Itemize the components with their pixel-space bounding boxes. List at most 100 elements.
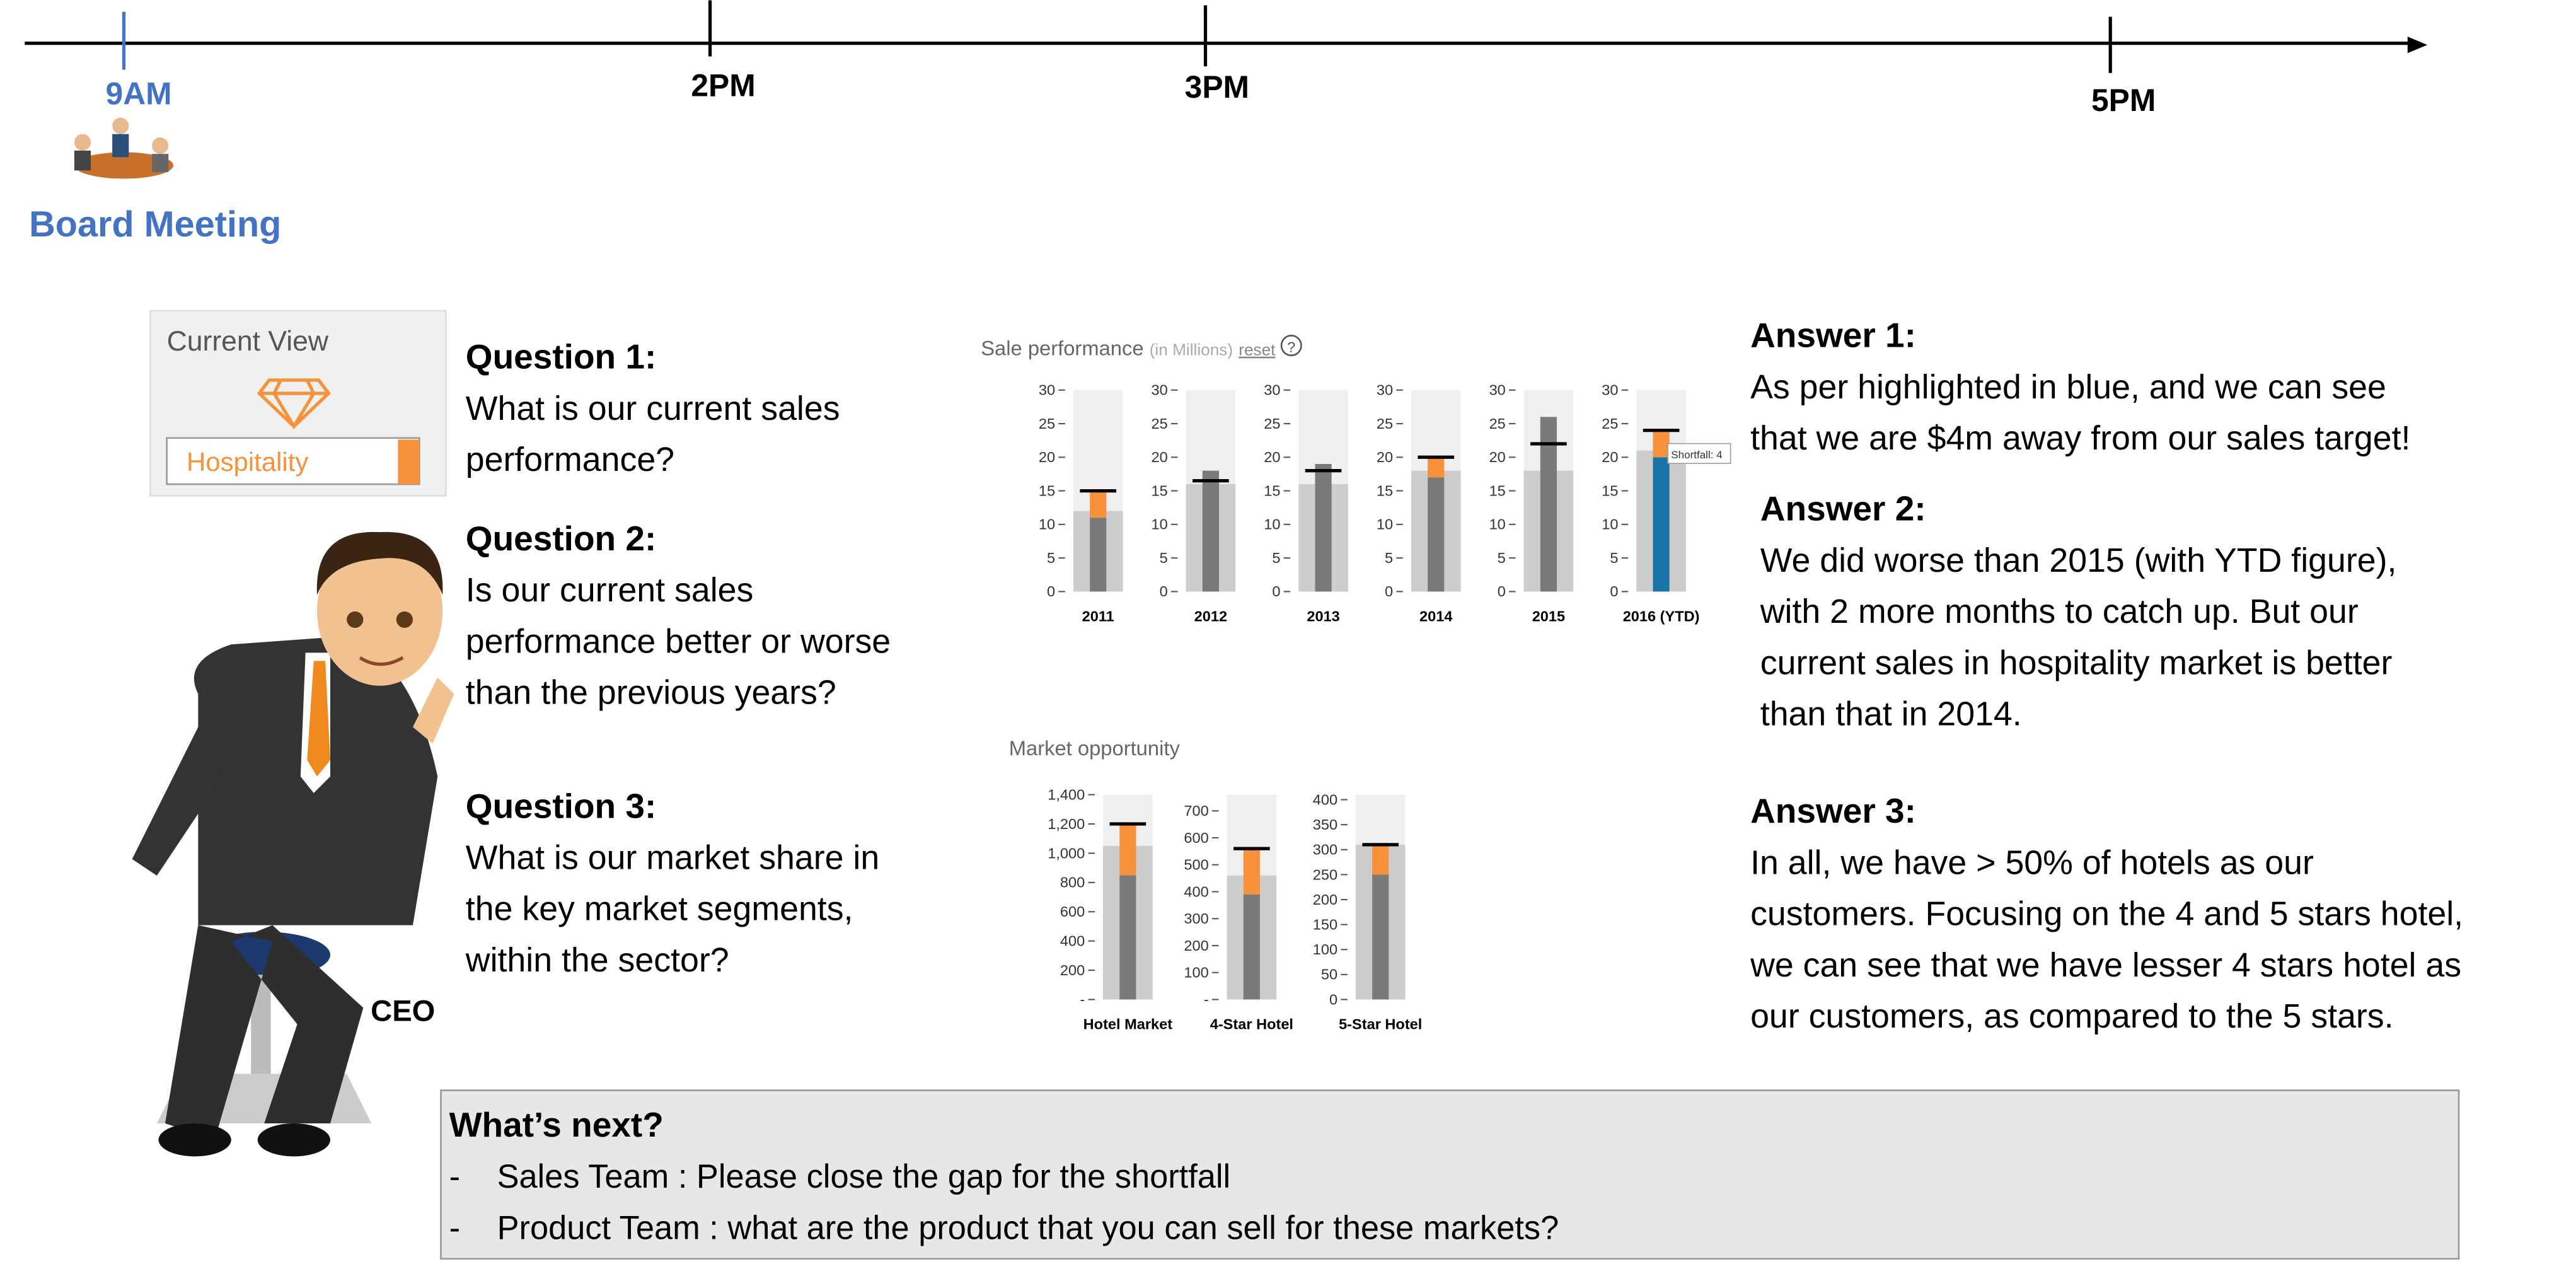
y-tick-label: 20 xyxy=(1152,449,1168,465)
y-tick-label: 5 xyxy=(1385,550,1393,566)
y-tick-label: 25 xyxy=(1039,415,1055,432)
y-tick-label: 30 xyxy=(1377,382,1393,398)
answer-title: Answer 3: xyxy=(1750,791,1916,830)
y-tick-label: 400 xyxy=(1060,933,1085,949)
shortfall-bar xyxy=(1243,849,1260,895)
y-tick-label: 10 xyxy=(1264,516,1280,533)
help-label: ? xyxy=(1287,339,1295,356)
actual-bar xyxy=(1119,875,1136,1000)
time-label: 9AM xyxy=(106,76,172,112)
x-category-label: 2015 xyxy=(1532,608,1565,625)
x-category-label: 2016 (YTD) xyxy=(1623,608,1700,625)
question-line: What is our current sales xyxy=(466,390,840,427)
diamond-icon xyxy=(257,378,331,430)
y-tick-label: 25 xyxy=(1602,415,1618,432)
actual-bar xyxy=(1653,457,1670,592)
y-tick-label: 100 xyxy=(1184,965,1208,981)
selection-handle xyxy=(398,439,420,485)
question-line: performance? xyxy=(466,441,674,478)
answer-line: As per highlighted in blue, and we can s… xyxy=(1750,368,2386,406)
y-tick-label: 50 xyxy=(1321,966,1337,983)
next-steps-box xyxy=(440,1089,2460,1260)
y-tick-label: 0 xyxy=(1610,583,1618,600)
y-tick-label: 5 xyxy=(1160,550,1168,566)
answer-line: customers. Focusing on the 4 and 5 stars… xyxy=(1750,895,2463,933)
y-tick-label: 300 xyxy=(1313,842,1337,858)
question-line: the key market segments, xyxy=(466,890,853,928)
y-tick-label: 600 xyxy=(1184,830,1208,846)
time-label: 2PM xyxy=(691,67,755,103)
tooltip-text: Shortfall: 4 xyxy=(1671,449,1722,461)
reset-link[interactable]: reset xyxy=(1239,340,1276,359)
answer-line: current sales in hospitality market is b… xyxy=(1760,644,2393,681)
y-tick-label: 10 xyxy=(1377,516,1393,533)
time-label: 5PM xyxy=(2091,83,2156,118)
next-step: Product Team : what are the product that… xyxy=(497,1210,1559,1246)
y-tick-label: 30 xyxy=(1489,382,1506,398)
y-tick-label: 5 xyxy=(1498,550,1506,566)
y-tick-label: 15 xyxy=(1264,482,1280,499)
selection-text: Hospitality xyxy=(187,447,308,477)
y-tick-label: 15 xyxy=(1039,482,1055,499)
y-tick-label: 1,000 xyxy=(1048,845,1085,861)
next-steps-title: What’s next? xyxy=(449,1105,664,1144)
question-line: performance better or worse xyxy=(466,622,891,660)
y-tick-label: 0 xyxy=(1047,583,1055,600)
answer-title: Answer 1: xyxy=(1750,316,1916,355)
chart-title: Market opportunity xyxy=(1009,736,1181,760)
help-icon[interactable] xyxy=(1280,334,1302,357)
y-tick-label: 25 xyxy=(1489,415,1506,432)
y-tick-label: - xyxy=(1204,991,1209,1007)
y-tick-label: 0 xyxy=(1272,583,1280,600)
bullet: - xyxy=(449,1159,460,1195)
y-tick-label: 250 xyxy=(1313,866,1337,883)
y-tick-label: 600 xyxy=(1060,903,1085,920)
y-tick-label: 30 xyxy=(1152,382,1168,398)
question-line: What is our market share in xyxy=(466,839,879,877)
y-tick-label: 15 xyxy=(1377,482,1393,499)
y-tick-label: 15 xyxy=(1152,482,1168,499)
y-tick-label: 20 xyxy=(1489,449,1506,465)
y-tick-label: 25 xyxy=(1264,415,1280,432)
actual-bar xyxy=(1202,470,1219,592)
y-tick-label: 10 xyxy=(1489,516,1506,533)
y-tick-label: 100 xyxy=(1313,941,1337,958)
y-tick-label: 200 xyxy=(1313,891,1337,908)
y-tick-label: 1,200 xyxy=(1048,816,1085,832)
y-tick-label: 400 xyxy=(1184,883,1208,900)
next-step: Sales Team : Please close the gap for th… xyxy=(497,1159,1231,1195)
question-line: within the sector? xyxy=(465,941,729,979)
y-tick-label: 200 xyxy=(1060,962,1085,978)
actual-bar xyxy=(1540,417,1557,592)
chart-title-text: Sale performance xyxy=(981,337,1143,360)
answer-line: In all, we have > 50% of hotels as our xyxy=(1750,843,2314,881)
chart-title: Sale performance (in Millions) reset xyxy=(981,337,1276,360)
y-tick-label: 1,400 xyxy=(1048,786,1085,803)
actual-bar xyxy=(1243,894,1260,1000)
y-tick-label: 15 xyxy=(1602,482,1618,499)
y-tick-label: - xyxy=(1080,991,1085,1007)
y-tick-label: 200 xyxy=(1184,937,1208,954)
actual-bar xyxy=(1090,518,1107,592)
y-tick-label: 800 xyxy=(1060,874,1085,891)
answer-line: that we are $4m away from our sales targ… xyxy=(1750,419,2410,457)
shortfall-bar xyxy=(1428,457,1445,478)
y-tick-label: 700 xyxy=(1184,803,1208,819)
y-tick-label: 400 xyxy=(1313,791,1337,808)
y-tick-label: 25 xyxy=(1377,415,1393,432)
actual-bar xyxy=(1315,463,1332,592)
y-tick-label: 10 xyxy=(1152,516,1168,533)
y-tick-label: 150 xyxy=(1313,916,1337,932)
actual-bar xyxy=(1428,477,1445,592)
ceo-illustration xyxy=(132,531,454,1157)
y-tick-label: 0 xyxy=(1385,583,1393,600)
event-label: Board Meeting xyxy=(29,204,281,245)
current-view-label: Current View xyxy=(167,326,329,357)
x-category-label: 2011 xyxy=(1082,608,1114,625)
question-line: than the previous years? xyxy=(466,674,836,712)
y-tick-label: 10 xyxy=(1039,516,1055,533)
y-tick-label: 30 xyxy=(1039,382,1055,398)
x-category-label: 2013 xyxy=(1307,608,1339,625)
